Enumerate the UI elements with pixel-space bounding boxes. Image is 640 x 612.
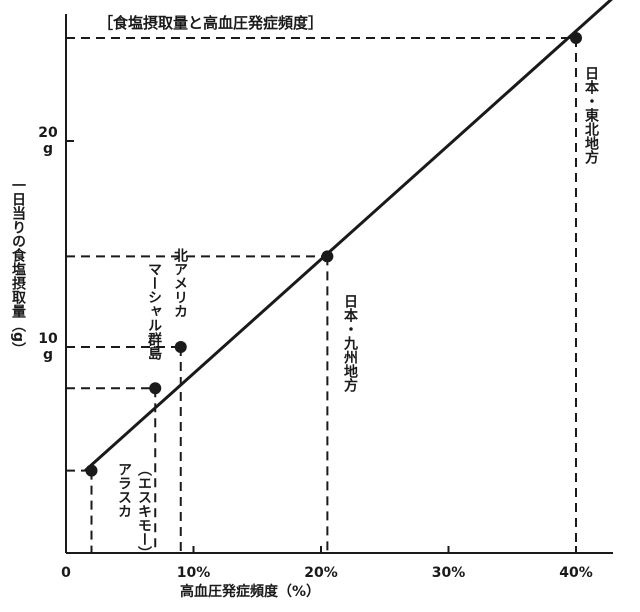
x-tick-label: 40% xyxy=(559,565,593,581)
x-axis-label: 高血圧発症頻度（%） xyxy=(180,583,320,600)
y-tick-labels: 10 g 20 g xyxy=(38,125,58,363)
x-tick-label: 20% xyxy=(304,565,338,581)
regression-line xyxy=(84,0,613,472)
data-point xyxy=(174,341,187,353)
x-tick-label: 0 xyxy=(61,565,71,581)
axes xyxy=(65,14,613,554)
data-point xyxy=(321,250,334,263)
x-tick-label: 10% xyxy=(177,565,211,581)
data-point xyxy=(149,382,162,395)
point-label: マーシャル群島 xyxy=(146,262,163,361)
point-label: アラスカ xyxy=(116,462,132,518)
y-axis-label: 一日当りの食塩摂取量（g） xyxy=(10,178,27,356)
chart-title: ［食塩摂取量と高血圧発症頻度］ xyxy=(98,14,323,32)
point-sublabel: （エスキモー） xyxy=(136,462,153,560)
guide-lines xyxy=(66,37,577,553)
point-label: 日本・東北地方 xyxy=(583,66,599,165)
x-tick-labels: 0 10% 20% 30% 40% xyxy=(61,565,593,581)
point-label: 北アメリカ xyxy=(172,248,188,318)
point-label: 日本・九州地方 xyxy=(342,294,359,393)
y-tick-label: 20 g xyxy=(38,125,58,157)
x-tick-label: 30% xyxy=(432,565,466,581)
data-point xyxy=(570,32,582,44)
data-points xyxy=(85,32,582,477)
data-point xyxy=(85,464,98,477)
y-tick-label: 10 g xyxy=(38,331,58,363)
